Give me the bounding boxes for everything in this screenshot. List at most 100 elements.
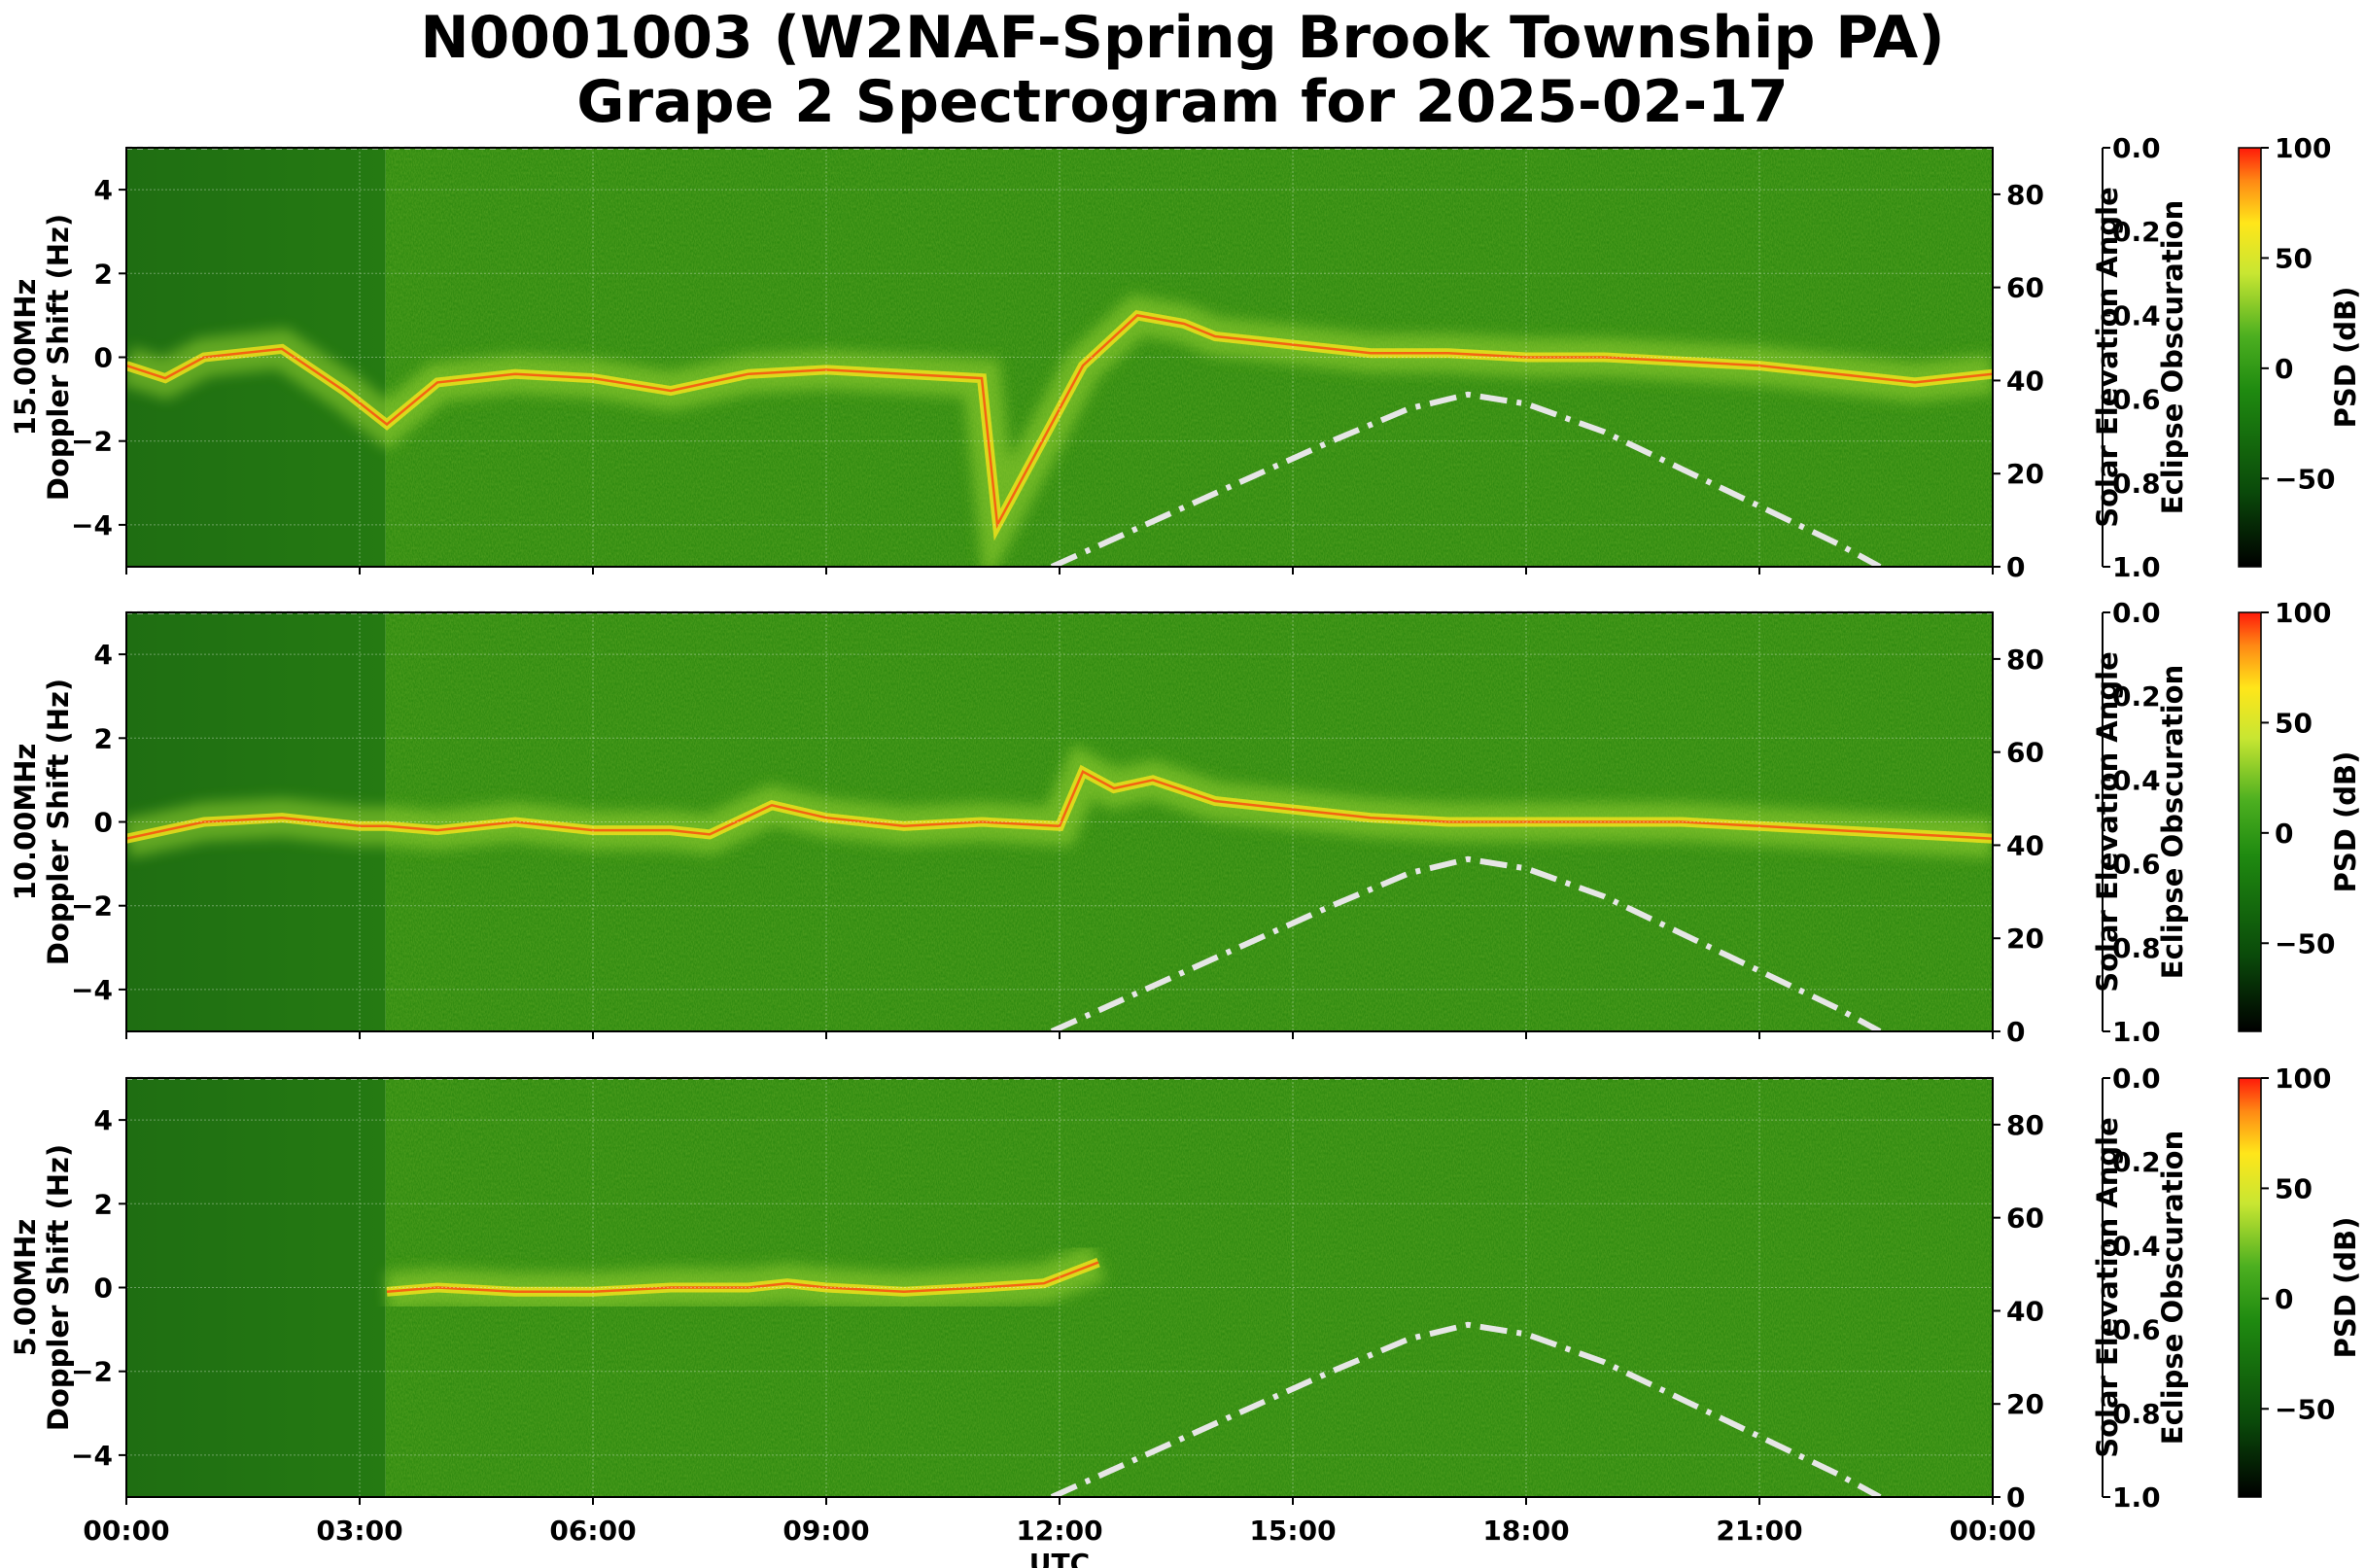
- eclipse-tick-label: 0.0: [2112, 1063, 2161, 1095]
- solar-axis-label: Solar Elevation Angle: [2091, 651, 2124, 993]
- y-axis-label: Doppler Shift (Hz): [42, 1144, 75, 1431]
- solar-tick-label: 20: [2006, 923, 2044, 955]
- eclipse-tick-label: 0.4: [2112, 764, 2161, 796]
- eclipse-tick-label: 0.6: [2112, 384, 2161, 416]
- solar-tick-label: 60: [2006, 272, 2044, 304]
- solar-tick-label: 40: [2006, 1295, 2044, 1327]
- solar-axis-label: Solar Elevation Angle: [2091, 1117, 2124, 1458]
- x-tick-label: 12:00: [1016, 1515, 1102, 1547]
- colorbar-tick-label: 50: [2275, 707, 2313, 739]
- eclipse-tick-label: 0.2: [2112, 680, 2161, 713]
- solar-elevation-curve: [1050, 391, 1882, 567]
- colorbar-tick-label: 100: [2275, 1063, 2331, 1095]
- eclipse-axis-label: Eclipse Obscuration: [2156, 665, 2189, 979]
- solar-tick-label: 20: [2006, 458, 2044, 490]
- x-axis-label: UTC: [1029, 1548, 1090, 1568]
- y-tick-label: 2: [94, 722, 113, 754]
- colorbar-tick-label: −50: [2275, 927, 2335, 959]
- eclipse-tick-label: 0.6: [2112, 1314, 2161, 1346]
- solar-tick-label: 60: [2006, 737, 2044, 769]
- solar-axis-label: Solar Elevation Angle: [2091, 187, 2124, 528]
- colorbar-tick-label: 0: [2275, 818, 2293, 850]
- panel-3: −4 −2 0 2 4 5.00MHz Doppler Shift (Hz) 00:00 03:…: [9, 1063, 2362, 1568]
- eclipse-tick-label: 0.0: [2112, 597, 2161, 629]
- solar-tick-label: 0: [2006, 1481, 2025, 1514]
- y-tick-label: −2: [71, 1356, 113, 1388]
- x-tick-label: 09:00: [783, 1515, 869, 1547]
- x-tick-label: 00:00: [83, 1515, 169, 1547]
- colorbar-tick-label: −50: [2275, 463, 2335, 495]
- y-tick-label: −4: [71, 1440, 113, 1472]
- y-tick-label: 4: [94, 639, 113, 671]
- x-tick-label: 00:00: [1949, 1515, 2035, 1547]
- solar-tick-label: 20: [2006, 1388, 2044, 1420]
- solar-tick-label: 0: [2006, 551, 2025, 583]
- eclipse-tick-label: 0.2: [2112, 1146, 2161, 1178]
- y-tick-label: 2: [94, 258, 113, 290]
- colorbar-tick-label: 50: [2275, 242, 2313, 274]
- y-tick-label: 4: [94, 1104, 113, 1136]
- solar-tick-label: 80: [2006, 1109, 2044, 1141]
- y-axis-label: Doppler Shift (Hz): [42, 214, 75, 501]
- solar-elevation-curve: [1050, 855, 1882, 1031]
- band-label: 10.00MHz: [9, 744, 42, 901]
- y-axis-label: Doppler Shift (Hz): [42, 679, 75, 965]
- eclipse-tick-label: 0.8: [2112, 932, 2161, 964]
- x-tick-label: 21:00: [1716, 1515, 1802, 1547]
- solar-tick-label: 80: [2006, 179, 2044, 211]
- colorbar: [2238, 147, 2262, 568]
- eclipse-tick-label: 1.0: [2112, 551, 2161, 583]
- colorbar-tick-label: 100: [2275, 597, 2331, 629]
- colorbar-tick-label: 0: [2275, 1283, 2293, 1315]
- solar-tick-label: 40: [2006, 365, 2044, 397]
- eclipse-tick-label: 0.4: [2112, 299, 2161, 331]
- colorbar: [2238, 611, 2262, 1032]
- y-tick-label: 0: [94, 342, 113, 374]
- figure-title-line-1: N0001003 (W2NAF-Spring Brook Township PA…: [420, 4, 1945, 72]
- x-tick-label: 18:00: [1482, 1515, 1569, 1547]
- eclipse-axis-label: Eclipse Obscuration: [2156, 200, 2189, 514]
- eclipse-tick-label: 0.6: [2112, 849, 2161, 881]
- eclipse-tick-label: 0.4: [2112, 1230, 2161, 1262]
- doppler-trace-peak: [126, 770, 1993, 840]
- colorbar-label: PSD (dB): [2329, 1217, 2362, 1359]
- solar-tick-label: 60: [2006, 1202, 2044, 1235]
- colorbar-tick-label: −50: [2275, 1393, 2335, 1425]
- x-tick-label: 06:00: [549, 1515, 636, 1547]
- doppler-trace-peak: [386, 1261, 1099, 1294]
- eclipse-tick-label: 0.2: [2112, 216, 2161, 248]
- y-tick-label: −4: [71, 509, 113, 541]
- solar-tick-label: 0: [2006, 1016, 2025, 1048]
- colorbar-tick-label: 100: [2275, 132, 2331, 164]
- solar-tick-label: 80: [2006, 644, 2044, 676]
- eclipse-tick-label: 0.0: [2112, 132, 2161, 164]
- colorbar-label: PSD (dB): [2329, 751, 2362, 893]
- eclipse-tick-label: 1.0: [2112, 1016, 2161, 1048]
- y-tick-label: 2: [94, 1188, 113, 1220]
- band-label: 15.00MHz: [9, 279, 42, 436]
- figure-title-line-2: Grape 2 Spectrogram for 2025-02-17: [576, 68, 1789, 136]
- x-tick-label: 15:00: [1249, 1515, 1336, 1547]
- x-tick-label: 03:00: [316, 1515, 402, 1547]
- colorbar: [2238, 1077, 2262, 1498]
- spectrogram-image: [126, 612, 1993, 1031]
- y-tick-label: 0: [94, 1272, 113, 1305]
- colorbar-tick-label: 50: [2275, 1172, 2313, 1204]
- y-tick-label: −2: [71, 890, 113, 923]
- eclipse-tick-label: 0.8: [2112, 1398, 2161, 1430]
- spectrogram-image: [126, 148, 1993, 567]
- y-tick-label: 0: [94, 807, 113, 839]
- eclipse-axis-label: Eclipse Obscuration: [2156, 1131, 2189, 1445]
- eclipse-tick-label: 1.0: [2112, 1481, 2161, 1514]
- eclipse-tick-label: 0.8: [2112, 468, 2161, 500]
- colorbar-tick-label: 0: [2275, 353, 2293, 385]
- panel-1: −4 −2 0 2 4 15.00MHz Doppler Shift (Hz) 0 20 40 60…: [9, 132, 2362, 583]
- doppler-trace-peak: [126, 314, 1993, 530]
- band-label: 5.00MHz: [9, 1219, 42, 1357]
- solar-tick-label: 40: [2006, 829, 2044, 861]
- y-tick-label: −4: [71, 974, 113, 1006]
- y-tick-label: 4: [94, 174, 113, 206]
- panel-2: −4 −2 0 2 4 10.00MHz Doppler Shift (Hz) 0 20 40 60…: [9, 597, 2362, 1048]
